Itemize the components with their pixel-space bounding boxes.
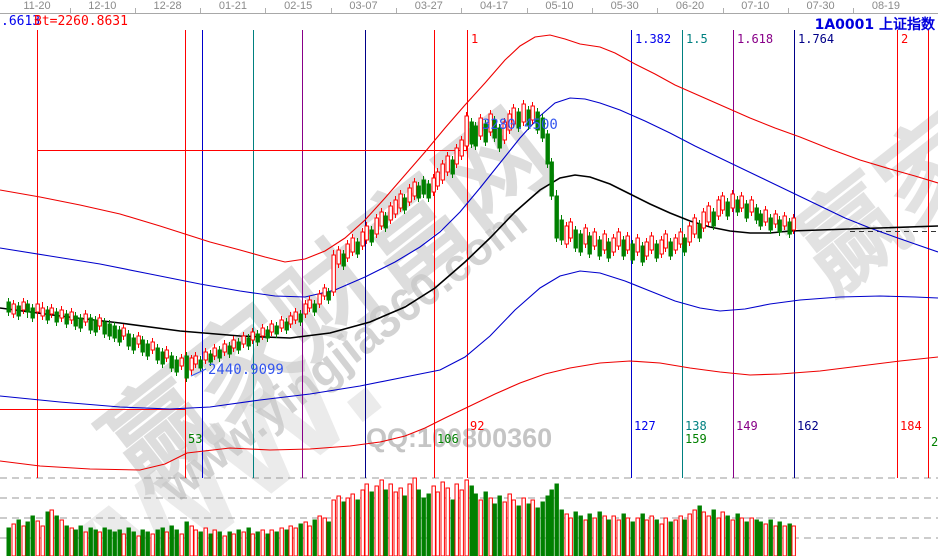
- fib-top-label: 1: [471, 32, 479, 46]
- fib-count-label: 21: [931, 435, 938, 449]
- date-axis-tick: [134, 8, 136, 13]
- date-axis-label: 05-10: [545, 0, 574, 12]
- date-axis-label: 05-30: [610, 0, 639, 12]
- date-axis-label: 03-27: [414, 0, 443, 12]
- date-axis-label: 01-21: [218, 0, 247, 12]
- fib-count-label: 184: [900, 419, 922, 433]
- fib-count-label: 53: [188, 432, 203, 446]
- fib-count-label: 138: [685, 419, 707, 433]
- date-axis-label: 02-15: [284, 0, 313, 12]
- date-axis-label: 06-20: [675, 0, 705, 12]
- fib-top-label: 1.618: [737, 32, 774, 46]
- symbol-name: 上证指数: [879, 17, 935, 33]
- date-axis-label: 07-10: [741, 0, 770, 12]
- bt-indicator-value: Bt=2260.8631: [34, 14, 128, 29]
- fib-count-label: 162: [797, 419, 819, 433]
- date-axis-tick: [591, 8, 593, 13]
- date-axis-tick: [200, 8, 202, 13]
- date-axis-tick: [526, 8, 528, 13]
- date-axis-label: 03-07: [349, 0, 378, 12]
- fib-count-label: 92: [470, 419, 485, 433]
- fib-top-label: 1.5: [686, 32, 708, 46]
- date-axis-label: 08-19: [871, 0, 900, 12]
- date-axis: 11-20 12-10 12-28 01-21 02-15 03-07 03-27 04-17…: [0, 0, 938, 14]
- date-axis-tick: [461, 8, 463, 13]
- fib-count-label: 159: [685, 432, 707, 446]
- date-axis-label: 12-28: [153, 0, 182, 12]
- date-axis-tick: [722, 8, 724, 13]
- date-axis-tick: [265, 8, 267, 13]
- chart-header-row: .6613 Bt=2260.8631 1A0001 上证指数: [0, 14, 938, 33]
- date-axis-tick: [69, 8, 71, 13]
- fib-top-label: 1.382: [635, 32, 672, 46]
- price-annotation: 3280.4500: [482, 117, 558, 133]
- date-axis-tick: [853, 8, 855, 13]
- symbol-title: 1A0001 上证指数: [815, 14, 935, 34]
- fib-count-label: 149: [736, 419, 758, 433]
- left-price-value: .6613: [1, 14, 41, 29]
- date-axis-label: 12-10: [88, 0, 117, 12]
- date-axis-tick: [787, 8, 789, 13]
- date-axis-label: 11-20: [23, 0, 51, 12]
- fib-top-label: 1.764: [798, 32, 835, 46]
- date-axis-label: 07-30: [806, 0, 835, 12]
- date-axis-tick: [330, 8, 332, 13]
- fib-count-label: 127: [634, 419, 656, 433]
- price-annotation: 2440.9099: [208, 362, 284, 378]
- date-axis-label: 04-17: [480, 0, 509, 12]
- date-axis-tick: [657, 8, 659, 13]
- fib-top-label: 2: [901, 32, 909, 46]
- symbol-code: 1A0001: [814, 17, 875, 33]
- date-axis-tick: [396, 8, 397, 13]
- fib-count-label: 106: [437, 432, 459, 446]
